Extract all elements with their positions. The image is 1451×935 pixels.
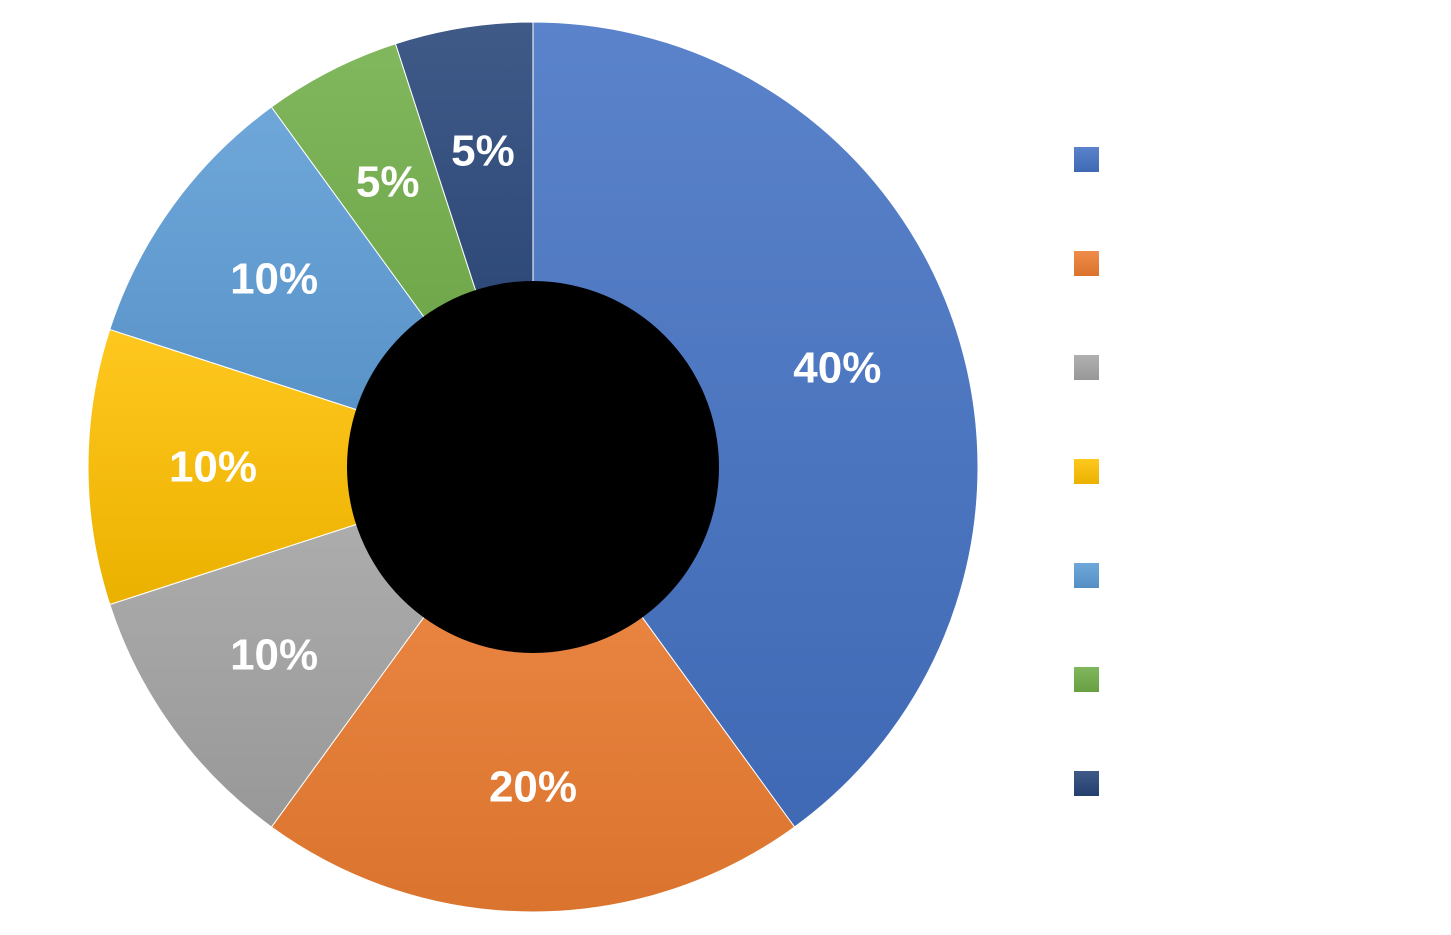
- legend-swatch-1: [1074, 147, 1099, 172]
- slice-7-label: 5%: [451, 126, 515, 175]
- slice-2-label: 20%: [489, 763, 577, 812]
- slice-6-label: 5%: [356, 157, 420, 206]
- legend-swatch-3: [1074, 355, 1099, 380]
- slice-5-label: 10%: [230, 254, 318, 303]
- donut-hole: [347, 281, 719, 653]
- legend-item-4: [1074, 459, 1374, 563]
- legend-item-5: [1074, 563, 1374, 667]
- legend-item-2: [1074, 251, 1374, 355]
- legend-swatch-2: [1074, 251, 1099, 276]
- slice-labels-group: 40% 20% 10% 10% 10% 5% 5%: [169, 126, 881, 811]
- legend-item-1: [1074, 147, 1374, 251]
- legend-swatch-5: [1074, 563, 1099, 588]
- legend-swatch-6: [1074, 667, 1099, 692]
- slice-4-label: 10%: [169, 443, 257, 492]
- slice-2: [270, 466, 796, 913]
- legend-swatch-7: [1074, 771, 1099, 796]
- legend-swatch-4: [1074, 459, 1099, 484]
- slice-1-label: 40%: [793, 344, 881, 393]
- slice-1: [532, 21, 979, 828]
- legend: [1074, 147, 1374, 875]
- slice-4: [87, 328, 535, 606]
- slice-3-label: 10%: [230, 631, 318, 680]
- legend-item-7: [1074, 771, 1374, 875]
- legend-item-6: [1074, 667, 1374, 771]
- legend-item-3: [1074, 355, 1374, 459]
